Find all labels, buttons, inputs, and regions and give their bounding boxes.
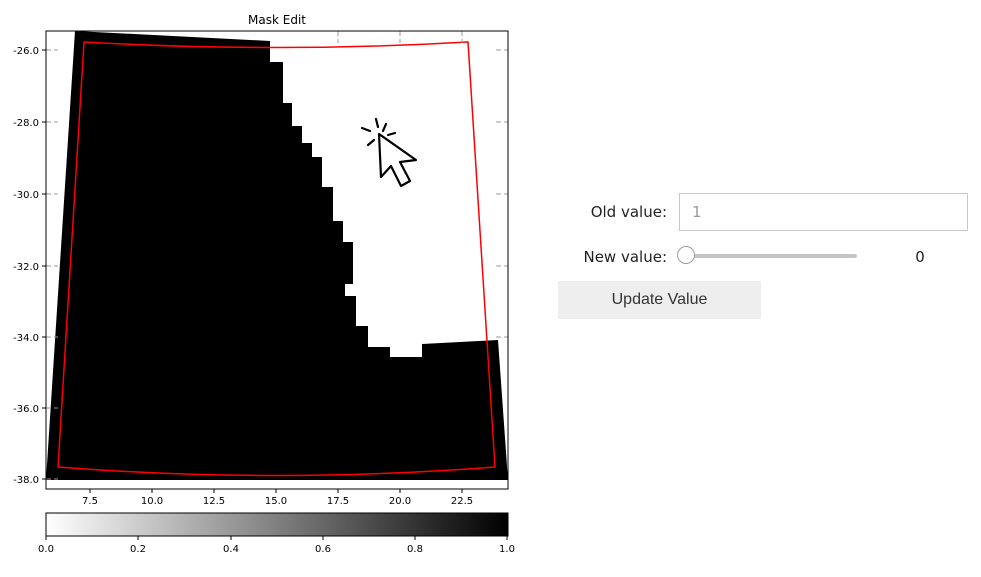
y-axis	[42, 49, 46, 480]
update-value-button[interactable]: Update Value	[558, 281, 761, 319]
x-tick-label: 17.5	[327, 496, 349, 507]
old-value-label: Old value:	[590, 203, 667, 221]
y-tick-label: -38.0	[13, 475, 39, 486]
plot-title: Mask Edit	[248, 13, 306, 27]
x-tick-label: 15.0	[265, 496, 287, 507]
y-tick-label: -32.0	[13, 262, 39, 273]
y-tick-label: -30.0	[13, 190, 39, 201]
colorbar-tick-label: 0.6	[315, 544, 331, 555]
new-value-slider-handle[interactable]	[677, 246, 695, 264]
colorbar-tick-label: 0.0	[38, 544, 54, 555]
mask-plot[interactable]	[45, 30, 509, 490]
pointer-click-icon	[360, 117, 418, 188]
colorbar-ticks	[45, 536, 508, 540]
grid-ticks	[46, 31, 508, 480]
new-value-slider-track[interactable]	[686, 254, 857, 258]
new-value-label: New value:	[583, 248, 667, 266]
x-tick-label: 7.5	[82, 496, 98, 507]
x-tick-label: 22.5	[451, 496, 473, 507]
y-tick-label: -34.0	[13, 333, 39, 344]
colorbar	[45, 512, 509, 537]
new-value-readout: 0	[915, 248, 925, 266]
domain-boundary	[57, 41, 496, 477]
colorbar-tick-label: 0.2	[130, 544, 146, 555]
colorbar-tick-label: 0.8	[407, 544, 423, 555]
x-tick-label: 20.0	[389, 496, 411, 507]
old-value-input[interactable]	[679, 193, 968, 231]
x-tick-label: 10.0	[141, 496, 163, 507]
land-mask	[46, 31, 508, 480]
y-tick-label: -28.0	[13, 118, 39, 129]
x-tick-label: 12.5	[203, 496, 225, 507]
colorbar-tick-label: 1.0	[499, 544, 515, 555]
y-tick-label: -26.0	[13, 46, 39, 57]
y-tick-label: -36.0	[13, 404, 39, 415]
colorbar-tick-label: 0.4	[223, 544, 239, 555]
plot-frame	[45, 30, 509, 490]
x-axis	[89, 489, 463, 493]
